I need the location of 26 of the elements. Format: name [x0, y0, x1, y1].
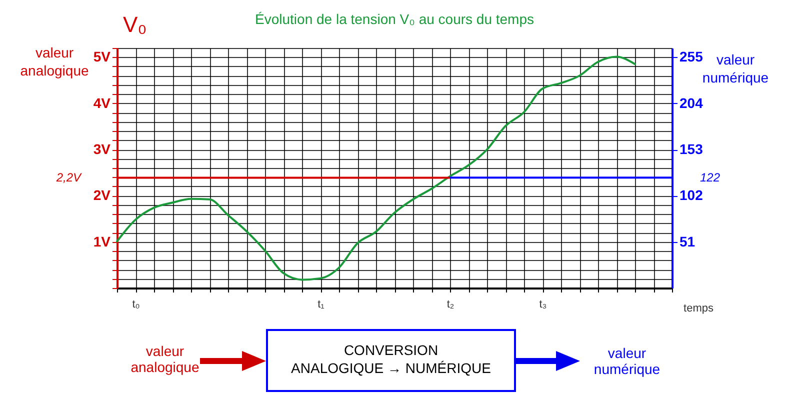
y-tick-label: 3V — [93, 141, 112, 158]
y2-axis-title: valeur numérique — [702, 52, 769, 86]
text: valeur numérique — [592, 345, 662, 377]
y-tick-label: 2V — [93, 187, 112, 204]
text: CONVERSION — [342, 342, 440, 358]
y2-tick-label: 255 — [680, 48, 704, 65]
x-tick-label: t₁ — [318, 298, 325, 310]
x-axis-title: temps — [684, 302, 714, 314]
ref-line-label: 122 — [700, 170, 720, 185]
y-tick-label: 4V — [93, 94, 112, 111]
y2-tick-label: 204 — [680, 94, 704, 111]
text: V₀ — [123, 12, 148, 38]
y-axis-title: valeur analogique — [20, 44, 89, 78]
chart-title: Évolution de la tension V₀ au cours du temps — [255, 11, 534, 27]
ref-line-label: 2,2V — [55, 170, 82, 185]
text: ANALOGIQUE → NUMÉRIQUE — [290, 360, 492, 376]
text: valeur analogique — [130, 343, 200, 375]
y-tick-label: 1V — [93, 233, 112, 250]
y-tick-label: 5V — [93, 48, 112, 65]
x-tick-label: t₀ — [132, 298, 140, 310]
y2-tick-label: 102 — [680, 187, 704, 204]
y2-tick-label: 51 — [680, 233, 696, 250]
line-series — [116, 56, 636, 281]
x-tick-label: t₂ — [446, 298, 454, 310]
y2-tick-label: 153 — [680, 141, 704, 158]
x-tick-label: t₃ — [539, 298, 547, 310]
